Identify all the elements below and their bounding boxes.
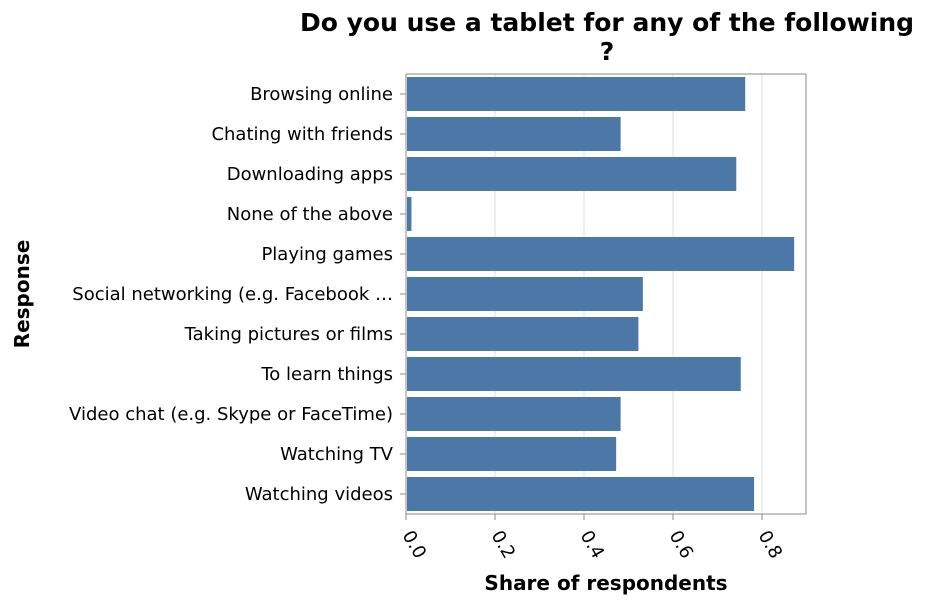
y-axis-ticks: Browsing online Chating with friends Downl… — [69, 84, 406, 505]
x-tick-label: 0.0 — [398, 527, 431, 562]
category-label: Social networking (e.g. Facebook … — [72, 284, 393, 305]
chart-title-line-1: Do you use a tablet for any of the follo… — [300, 8, 914, 37]
x-axis-title: Share of respondents — [484, 571, 727, 595]
category-label: Downloading apps — [227, 164, 393, 185]
bars — [407, 77, 795, 511]
category-label: Watching TV — [280, 444, 394, 465]
y-axis-title: Response — [10, 240, 34, 349]
category-label: Taking pictures or films — [184, 324, 393, 345]
bar — [407, 357, 741, 391]
category-label: Chating with friends — [211, 124, 393, 145]
category-label: Watching videos — [245, 484, 393, 505]
x-tick-label: 0.4 — [576, 527, 609, 562]
x-tick-label: 0.2 — [487, 527, 520, 562]
bar — [407, 157, 737, 191]
category-label: None of the above — [227, 204, 393, 225]
category-label: Video chat (e.g. Skype or FaceTime) — [69, 404, 393, 425]
category-label: Playing games — [261, 244, 393, 265]
bar — [407, 477, 755, 511]
x-tick-label: 0.8 — [754, 527, 787, 562]
bar — [407, 437, 617, 471]
bar — [407, 237, 795, 271]
bar — [407, 197, 412, 231]
x-tick-label: 0.6 — [665, 527, 698, 562]
bar — [407, 317, 639, 351]
bar — [407, 277, 643, 311]
chart-title-line-2: ? — [600, 37, 615, 66]
category-label: To learn things — [260, 364, 393, 385]
category-label: Browsing online — [250, 84, 393, 105]
x-axis-ticks: 0.0 0.2 0.4 0.6 0.8 — [398, 514, 787, 562]
bar — [407, 397, 621, 431]
bar — [407, 117, 621, 151]
bar — [407, 77, 746, 111]
